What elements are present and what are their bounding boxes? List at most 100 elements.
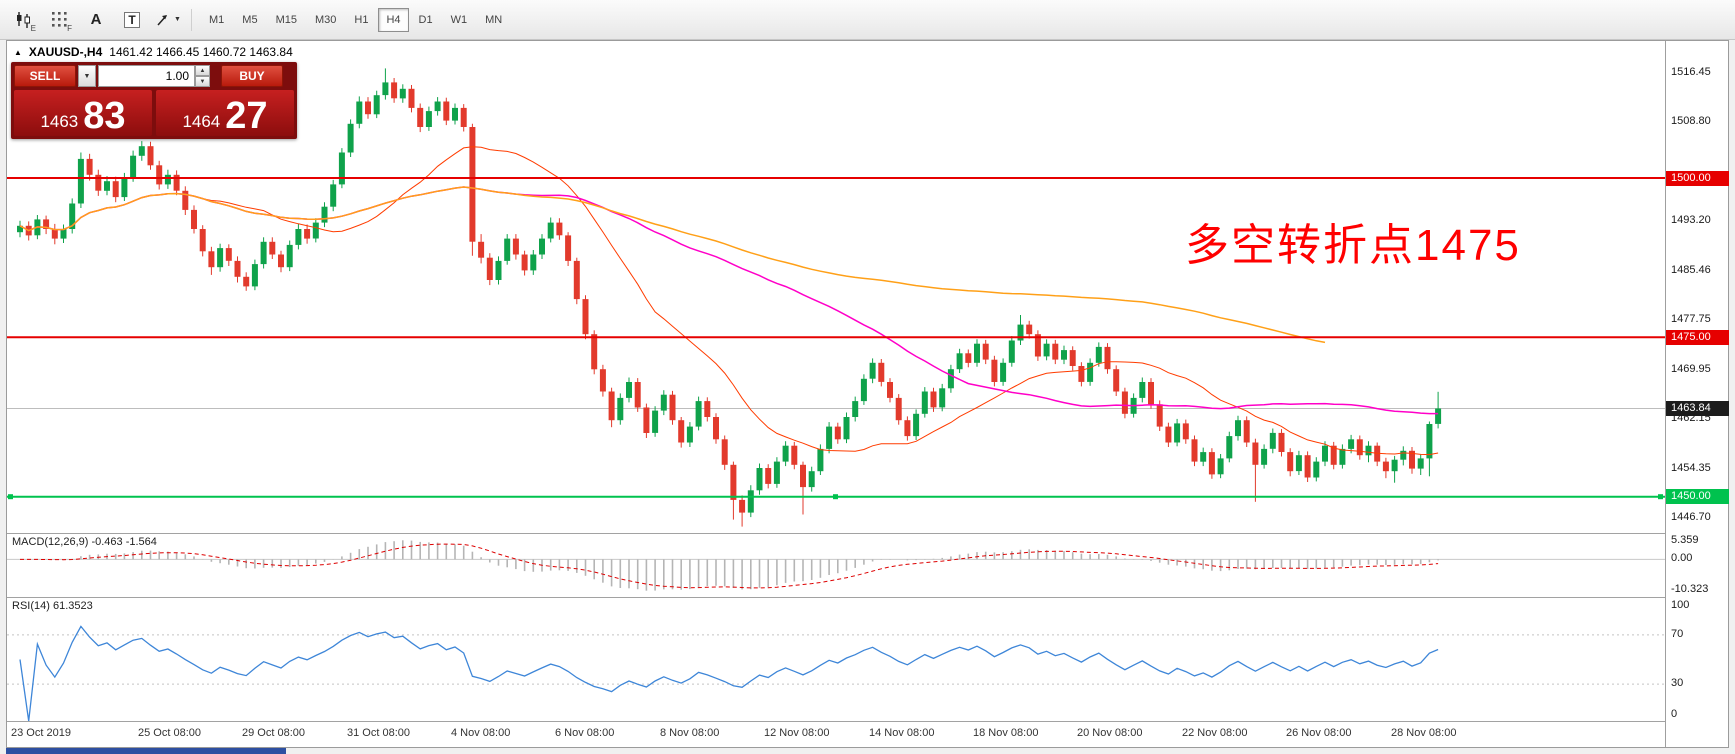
price-badge-1500.00: 1500.00 [1666,171,1729,186]
volume-input[interactable] [98,65,195,87]
time-axis-separator [7,721,1728,722]
main-chart-area[interactable]: ▲ XAUUSD-,H4 1461.42 1466.45 1460.72 146… [7,41,1665,533]
buy-price-main: 1464 [182,112,221,132]
candles-layer [17,68,1442,527]
chart-window: ▲ XAUUSD-,H4 1461.42 1466.45 1460.72 146… [6,40,1729,748]
volume-dropdown-button[interactable]: ▼ [78,65,96,87]
rsi-line [19,625,1439,721]
time-axis-label: 23 Oct 2019 [11,727,71,739]
time-axis-label: 18 Nov 08:00 [973,727,1039,739]
time-axis-label: 28 Nov 08:00 [1391,727,1457,739]
timeframe-h1-button[interactable]: H1 [346,8,376,32]
buy-button[interactable]: BUY [221,65,283,87]
price-axis-label: 1454.35 [1671,462,1711,474]
chart-symbol-label: XAUUSD-,H4 [28,45,103,59]
time-axis-label: 22 Nov 08:00 [1182,727,1248,739]
rsi-axis-label: 0 [1671,708,1678,720]
chart-annotation-text: 多空转折点1475 [1185,221,1521,270]
buy-price-pips: 27 [225,94,268,137]
chart-horizontal-scrollbar[interactable] [6,748,286,754]
time-axis-label: 20 Nov 08:00 [1077,727,1143,739]
grid-icon[interactable]: F [46,7,74,33]
toolbar: E F A T ▼ M1 M5 M15 M30 H1 H4 D1 W1 MN [0,0,1735,40]
rsi-plot [7,625,1665,721]
timeframe-m5-button[interactable]: M5 [234,8,265,32]
time-axis-label: 26 Nov 08:00 [1286,727,1352,739]
price-axis-label: 1469.95 [1671,363,1711,375]
ma-fast-line[interactable] [19,146,1439,456]
sell-price-display[interactable]: 1463 83 [14,90,152,136]
volume-decrease-button[interactable]: ▼ [195,76,210,87]
volume-increase-button[interactable]: ▲ [195,65,210,76]
timeframe-d1-button[interactable]: D1 [411,8,441,32]
toolbar-icons-group: E F A T ▼ [10,7,182,33]
macd-panel-separator[interactable] [7,533,1728,534]
time-axis[interactable]: 23 Oct 2019 25 Oct 08:00 29 Oct 08:00 31 Oc… [7,722,1665,747]
time-axis-label: 12 Nov 08:00 [764,727,830,739]
rsi-panel: RSI(14) 61.3523 [7,598,1665,721]
price-badge-1450.00: 1450.00 [1666,489,1729,504]
rsi-axis-label: 100 [1671,599,1690,611]
price-axis-label: 1477.75 [1671,313,1711,325]
time-axis-label: 29 Oct 08:00 [242,727,305,739]
price-axis-label: 1508.80 [1671,115,1711,127]
macd-panel: MACD(12,26,9) -0.463 -1.564 [7,534,1665,597]
rsi-axis-label: 70 [1671,628,1684,640]
price-axis-label: 1493.20 [1671,214,1711,226]
time-axis-label: 6 Nov 08:00 [555,727,615,739]
macd-label: MACD(12,26,9) -0.463 -1.564 [12,536,157,548]
ma-slow-line[interactable] [19,186,1326,344]
timeframe-w1-button[interactable]: W1 [443,8,476,32]
macd-plot [7,540,1665,591]
candlestick-style-icon-subscript: E [30,23,36,33]
chart-ohlc-values: 1461.42 1466.45 1460.72 1463.84 [109,45,293,59]
macd-signal-line [20,543,1439,589]
text-tool-icon[interactable]: A [90,11,102,28]
one-click-trading-panel: SELL ▼ ▲ ▼ BUY 1463 83 [11,62,297,139]
toolbar-separator [191,8,192,31]
chart-header: ▲ XAUUSD-,H4 1461.42 1466.45 1460.72 146… [14,45,293,59]
price-axis-label: 1446.70 [1671,511,1711,523]
grid-icon-subscript: F [67,23,72,33]
macd-axis-label: -10.323 [1671,583,1709,595]
time-axis-label: 8 Nov 08:00 [660,727,720,739]
buy-price-display[interactable]: 1464 27 [156,90,294,136]
volume-spinner: ▲ ▼ [195,65,210,87]
cursor-tool-icon[interactable]: ▼ [154,7,182,33]
price-axis[interactable]: 1516.45 1508.80 1493.20 1485.46 1477.75 1469.… [1665,41,1729,747]
macd-histogram [27,540,1439,591]
price-badge-1463.84: 1463.84 [1666,401,1729,416]
timeframe-h4-button[interactable]: H4 [378,7,409,32]
rsi-panel-separator[interactable] [7,597,1728,598]
timeframe-m30-button[interactable]: M30 [307,8,344,32]
timeframe-m15-button[interactable]: M15 [268,8,305,32]
candlestick-style-icon[interactable]: E [10,7,38,33]
hline-handle[interactable] [833,494,838,500]
macd-axis-label: 5.359 [1671,534,1699,546]
price-badge-1475.00: 1475.00 [1666,330,1729,345]
timeframe-mn-button[interactable]: MN [477,8,510,32]
hline-handle[interactable] [8,494,13,500]
chevron-down-icon: ▼ [83,72,91,80]
candlestick-plot [7,68,1665,527]
sell-price-main: 1463 [40,112,79,132]
timeframe-m1-button[interactable]: M1 [201,8,232,32]
rsi-label: RSI(14) 61.3523 [12,600,93,612]
price-axis-label: 1516.45 [1671,66,1711,78]
text-frame-tool-icon[interactable]: T [118,7,146,33]
time-axis-label: 14 Nov 08:00 [869,727,935,739]
time-axis-label: 31 Oct 08:00 [347,727,410,739]
hline-handle[interactable] [1658,494,1663,500]
volume-input-wrap: ▲ ▼ [98,65,210,87]
trade-panel-controls-row: SELL ▼ ▲ ▼ BUY [14,65,294,87]
trade-panel-price-row: 1463 83 1464 27 [14,90,294,136]
sell-price-pips: 83 [83,94,126,137]
one-click-panel-toggle-icon[interactable]: ▲ [14,47,22,57]
bottom-strip [0,748,1735,754]
rsi-axis-label: 30 [1671,677,1684,689]
macd-axis-label: 0.00 [1671,552,1693,564]
sell-button[interactable]: SELL [14,65,76,87]
price-axis-label: 1485.46 [1671,264,1711,276]
timeframe-buttons-group: M1 M5 M15 M30 H1 H4 D1 W1 MN [201,7,510,32]
